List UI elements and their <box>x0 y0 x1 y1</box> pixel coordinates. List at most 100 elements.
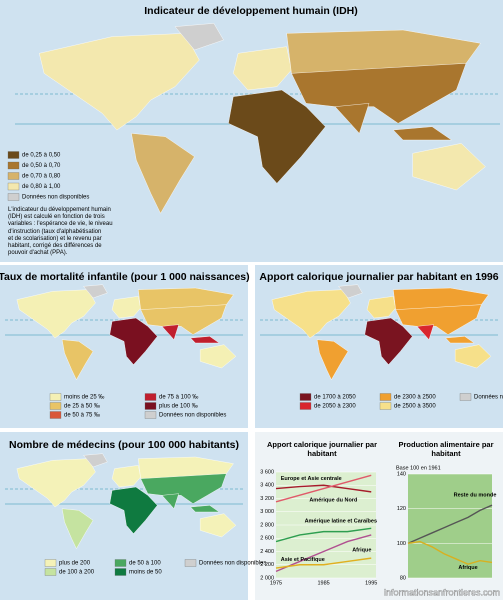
map-title: Apport calorique journalier par habitant… <box>259 271 498 283</box>
region <box>364 317 413 365</box>
legend-label: de 1700 à 2050 <box>314 395 356 401</box>
region <box>233 46 292 91</box>
region <box>291 63 467 124</box>
note-line: d'instruction (taux d'alphabétisation <box>8 228 102 235</box>
legend-label: moins de 25 ‰ <box>64 395 104 401</box>
region <box>228 89 326 184</box>
y-tick-label: 3 400 <box>260 483 274 489</box>
region <box>140 473 227 504</box>
legend-label: de 50 à 75 ‰ <box>64 413 100 419</box>
legend-label: de 75 à 100 ‰ <box>159 395 198 401</box>
y-tick-label: 2 600 <box>260 536 274 542</box>
series-line <box>275 484 372 493</box>
region <box>338 284 363 299</box>
legend-label: de 25 à 50 ‰ <box>64 404 100 410</box>
legend-swatch <box>49 393 62 401</box>
legend-swatch <box>49 402 62 410</box>
series-line <box>275 527 372 543</box>
note-line: et de scolarisation) et le revenu par <box>8 235 102 242</box>
region <box>83 453 108 468</box>
legend-swatch <box>184 559 197 567</box>
region <box>61 508 94 550</box>
panel <box>0 265 248 428</box>
y-tick-label: 120 <box>397 506 406 512</box>
region <box>161 324 180 341</box>
series-line <box>407 540 493 565</box>
region <box>16 289 96 339</box>
note-line: L'indicateur du développement humain <box>8 207 111 213</box>
region <box>109 317 158 365</box>
legend-swatch <box>7 182 20 191</box>
y-tick-label: 2 400 <box>260 549 274 555</box>
region <box>61 339 94 381</box>
region <box>16 458 96 508</box>
map-title: Indicateur de développement humain (IDH) <box>144 5 358 17</box>
chart-title: Production alimentaire par habitant <box>398 440 494 458</box>
legend-swatch <box>299 393 312 401</box>
legend-label: Données non disponibles <box>22 195 89 201</box>
legend-swatch <box>7 193 20 201</box>
series-label: Afrique <box>458 565 477 571</box>
legend-swatch <box>379 393 392 401</box>
note-line: pouvoir d'achat (PPA). <box>8 250 68 257</box>
legend-label: de 0,25 à 0,50 <box>22 153 61 159</box>
note-line: habitant, corrigé des différences de <box>8 243 102 250</box>
watermark: informationsanfrontieres.com <box>384 587 500 597</box>
note-line: (IDH) est calculé en fonction de trois <box>8 214 105 221</box>
series-line <box>275 534 372 573</box>
region <box>140 304 227 335</box>
legend-swatch <box>7 161 20 170</box>
region <box>395 304 482 335</box>
y-tick-label: 100 <box>397 541 406 547</box>
note: L'indicateur du développement humain (IDH… <box>8 207 113 257</box>
region <box>392 126 453 141</box>
region <box>111 296 141 319</box>
y-tick-label: 3 000 <box>260 509 274 515</box>
region <box>199 344 237 369</box>
series-line <box>407 504 493 544</box>
legend-swatch <box>144 402 157 410</box>
region <box>161 493 180 510</box>
y-tick-label: 3 600 <box>260 469 274 475</box>
series-label: Asie et Pacifique <box>281 557 325 563</box>
map-title: Nombre de médecins (pour 100 000 habitan… <box>9 439 239 451</box>
legend-label: de 0,80 à 1,00 <box>22 184 61 190</box>
legend-label: de 2300 à 2500 <box>394 395 436 401</box>
panel <box>255 265 503 428</box>
legend-swatch <box>144 393 157 401</box>
y-tick-label: 140 <box>397 471 406 477</box>
series-label: Afrique <box>352 548 371 554</box>
x-tick-label: 1975 <box>270 580 282 586</box>
legend-swatch <box>7 151 20 159</box>
y-tick-label: 2 800 <box>260 522 274 528</box>
chart-title: Apport calorique journalier par habitant <box>266 440 378 458</box>
legend-label: moins de 50 <box>129 570 162 576</box>
legend-swatch <box>49 411 62 419</box>
region <box>412 143 486 191</box>
legend-swatch <box>44 559 57 567</box>
x-tick-label: 1995 <box>365 580 377 586</box>
chart-subtitle: Base 100 en 1961 <box>396 465 441 471</box>
region <box>190 505 220 513</box>
legend-label: Données non disponibles <box>199 561 266 567</box>
series-line <box>275 557 372 569</box>
legend-swatch <box>144 411 157 419</box>
legend-label: de 50 à 100 <box>129 561 161 567</box>
map-title: Taux de mortalité infantile (pour 1 000 … <box>0 271 250 283</box>
series-label: Amérique du Nord <box>309 497 357 503</box>
series-label: Reste du monde <box>454 492 497 498</box>
y-tick-label: 3 200 <box>260 496 274 502</box>
x-tick-label: 1985 <box>317 580 329 586</box>
y-tick-label: 2 200 <box>260 562 274 568</box>
legend-label: plus de 100 ‰ <box>159 404 198 410</box>
legend-swatch <box>299 402 312 410</box>
region <box>366 296 396 319</box>
region <box>316 339 349 381</box>
legend-swatch <box>44 568 57 576</box>
y-tick-label: 80 <box>400 575 406 581</box>
legend-swatch <box>7 172 20 180</box>
region <box>454 344 492 369</box>
legend-label: Données non disponibles <box>474 395 503 401</box>
